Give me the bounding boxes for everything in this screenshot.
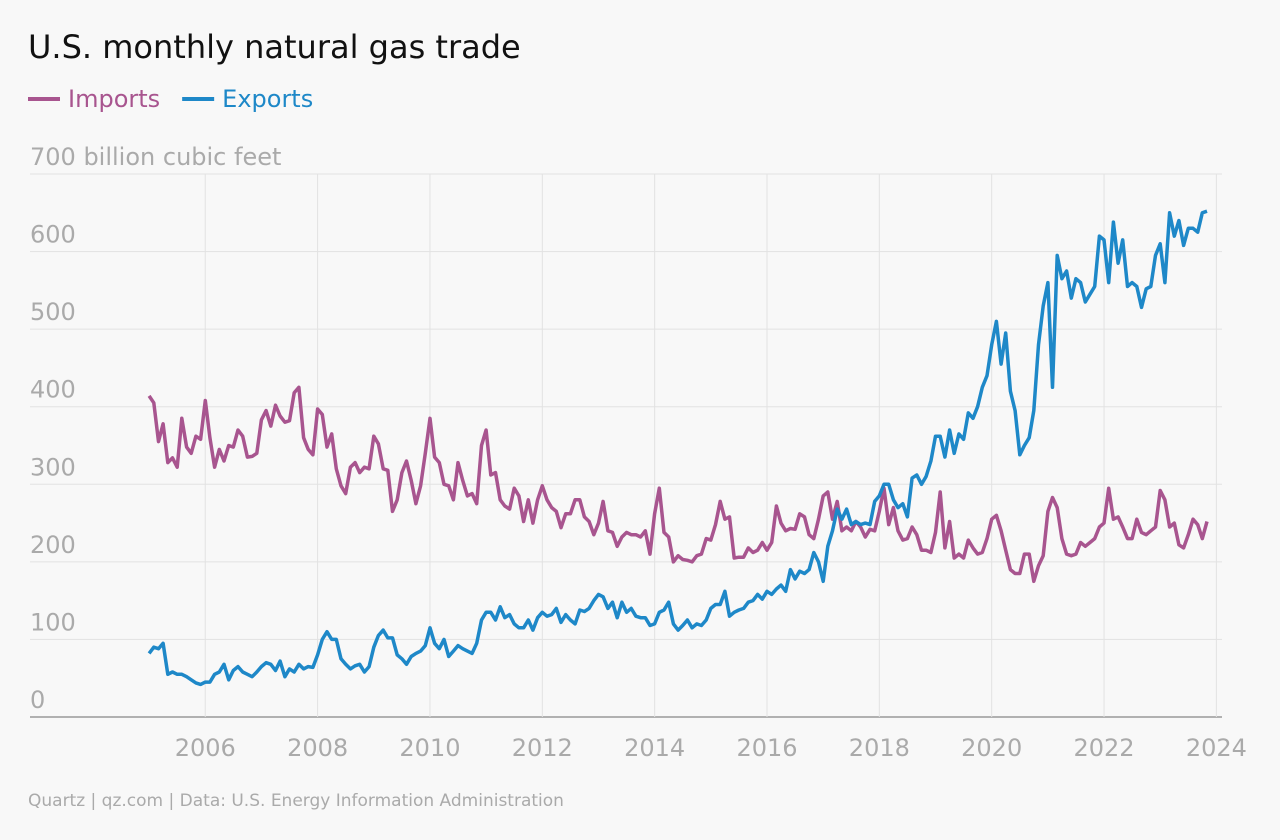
x-tick-label: 2022	[1073, 734, 1134, 762]
y-tick-label: 500	[30, 298, 76, 326]
y-tick-label: 200	[30, 531, 76, 559]
x-tick-label: 2006	[175, 734, 236, 762]
y-tick-label: 600	[30, 221, 76, 249]
source: Quartz | qz.com | Data: U.S. Energy Info…	[28, 791, 564, 811]
y-tick-label: 0	[30, 686, 45, 714]
y-tick-label: 100	[30, 608, 76, 636]
x-tick-label: 2012	[512, 734, 573, 762]
series-line	[147, 385, 1209, 584]
y-tick-label: 700 billion cubic feet	[30, 143, 281, 171]
x-tick-label: 2014	[624, 734, 685, 762]
x-tick-label: 2020	[961, 734, 1022, 762]
x-tick-label: 2024	[1186, 734, 1247, 762]
x-tick-label: 2008	[287, 734, 348, 762]
x-tick-label: 2010	[399, 734, 460, 762]
y-tick-label: 400	[30, 376, 76, 404]
legend-label: Imports	[68, 85, 160, 113]
series-line	[147, 209, 1208, 687]
y-tick-label: 300	[30, 453, 76, 481]
legend-label: Exports	[222, 85, 313, 113]
x-tick-label: 2018	[849, 734, 910, 762]
x-tick-label: 2016	[736, 734, 797, 762]
chart-title: U.S. monthly natural gas trade	[28, 28, 521, 66]
legend: Imports Exports	[28, 85, 313, 113]
